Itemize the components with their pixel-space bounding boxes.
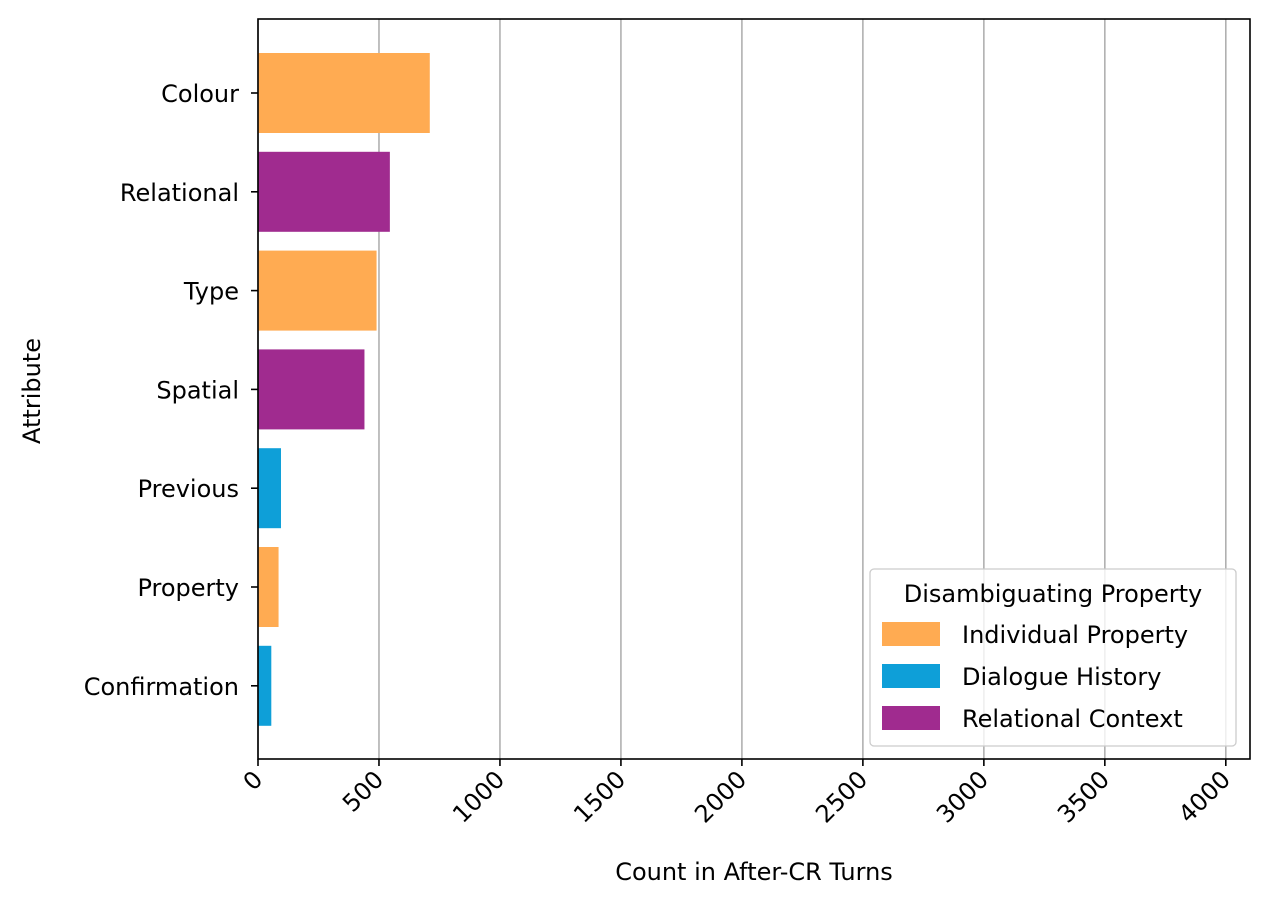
x-tick-label: 0: [238, 765, 269, 796]
x-axis: 0 500 1000 1500 2000 2500 3000 3500 4000: [238, 759, 1236, 828]
legend-swatch: [882, 622, 940, 646]
legend-label: Individual Property: [962, 621, 1188, 649]
legend-swatch: [882, 706, 940, 730]
x-tick-label: 3000: [931, 765, 994, 828]
bar: [258, 349, 365, 430]
bars-layer: [258, 53, 430, 726]
y-tick-label: Spatial: [156, 376, 239, 404]
legend-box: [869, 568, 1237, 747]
y-tick-label: Relational: [120, 179, 239, 207]
bar: [258, 547, 279, 627]
y-tick-label: Type: [183, 278, 239, 306]
grid-layer: [257, 19, 1227, 759]
bar: [258, 250, 377, 331]
legend-label: Relational Context: [962, 705, 1183, 733]
y-tick-label: Previous: [138, 475, 239, 503]
y-tick-label: Colour: [161, 80, 239, 108]
y-axis-label: Attribute: [18, 338, 46, 444]
legend-title: Disambiguating Property: [904, 580, 1203, 608]
x-tick-label: 4000: [1173, 765, 1236, 828]
legend-label: Dialogue History: [962, 663, 1161, 691]
x-tick-label: 500: [337, 765, 389, 817]
x-tick-label: 2500: [810, 765, 873, 828]
x-tick-label: 1500: [568, 765, 631, 828]
x-tick-label: 1000: [447, 765, 510, 828]
x-tick-label: 2000: [689, 765, 752, 828]
legend: Disambiguating Property Individual Prope…: [869, 568, 1237, 747]
y-tick-label: Property: [137, 574, 239, 602]
bar: [258, 645, 272, 726]
y-axis: Colour Relational Type Spatial Previous Prope…: [84, 80, 258, 701]
legend-entries: Individual Property Dialogue History Relat…: [882, 621, 1188, 733]
bar: [258, 53, 430, 133]
legend-swatch: [882, 664, 940, 688]
bar: [258, 151, 390, 232]
bar: [258, 448, 281, 529]
y-tick-label: Confirmation: [84, 673, 239, 701]
x-axis-label: Count in After-CR Turns: [615, 858, 893, 886]
x-tick-label: 3500: [1052, 765, 1115, 828]
